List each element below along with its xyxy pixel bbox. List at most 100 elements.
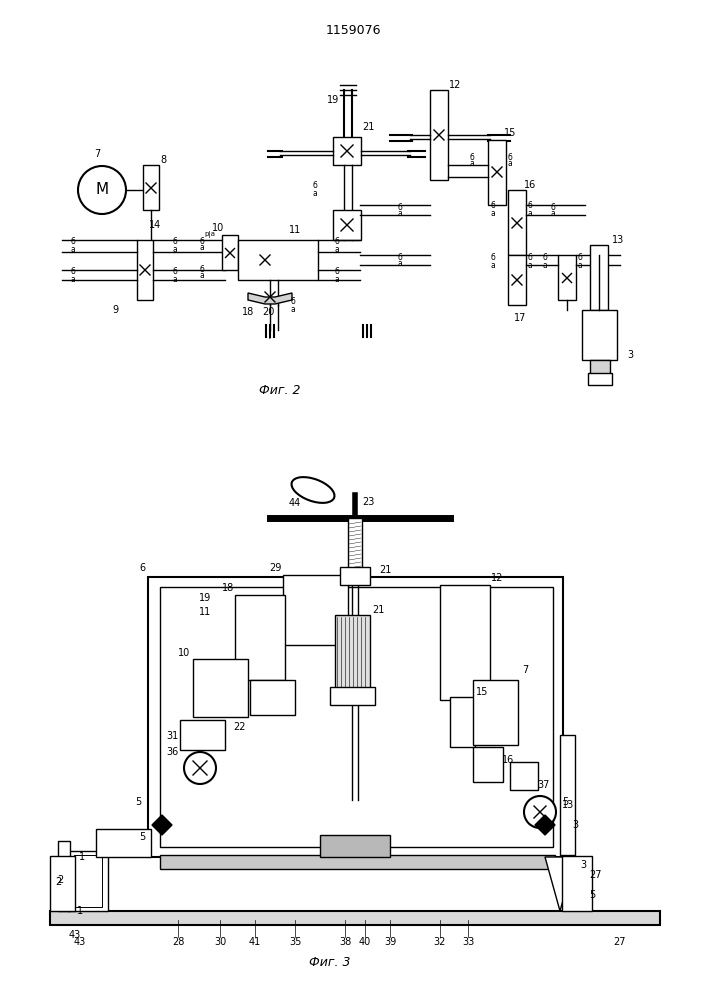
Text: 37: 37 bbox=[537, 780, 549, 790]
Bar bbox=[560, 735, 575, 855]
Bar bbox=[430, 90, 448, 180]
Bar bbox=[562, 856, 592, 911]
Text: а: а bbox=[334, 244, 339, 253]
Text: а: а bbox=[199, 243, 204, 252]
Text: 32: 32 bbox=[434, 937, 446, 947]
Text: 21: 21 bbox=[379, 565, 391, 575]
Text: а: а bbox=[71, 244, 76, 253]
Text: а: а bbox=[578, 260, 583, 269]
Text: б: б bbox=[469, 152, 474, 161]
Text: б: б bbox=[491, 253, 496, 262]
Text: 5: 5 bbox=[589, 890, 595, 900]
Text: 3: 3 bbox=[580, 860, 586, 870]
Text: б: б bbox=[578, 253, 583, 262]
Text: ·: · bbox=[268, 334, 271, 344]
Text: 35: 35 bbox=[289, 937, 301, 947]
Text: а: а bbox=[71, 274, 76, 284]
Text: 22: 22 bbox=[234, 722, 246, 732]
Text: 20: 20 bbox=[262, 307, 274, 317]
Text: а: а bbox=[508, 159, 513, 168]
Ellipse shape bbox=[291, 477, 334, 503]
Text: а: а bbox=[491, 260, 496, 269]
Text: 2: 2 bbox=[55, 877, 61, 887]
Bar bbox=[320, 835, 390, 857]
Text: а: а bbox=[397, 209, 402, 218]
Bar bbox=[333, 210, 361, 240]
Bar bbox=[488, 140, 506, 205]
Text: 21: 21 bbox=[372, 605, 384, 615]
Text: 39: 39 bbox=[384, 937, 396, 947]
Text: б: б bbox=[491, 202, 496, 211]
Text: 3: 3 bbox=[572, 820, 578, 830]
Text: 40: 40 bbox=[359, 937, 371, 947]
Text: 3: 3 bbox=[627, 350, 633, 360]
Text: 11: 11 bbox=[289, 225, 301, 235]
Text: 6: 6 bbox=[139, 563, 145, 573]
Bar bbox=[238, 240, 318, 280]
Bar bbox=[473, 747, 503, 782]
Bar bbox=[330, 687, 375, 705]
Text: а: а bbox=[527, 260, 532, 269]
Text: 28: 28 bbox=[172, 937, 185, 947]
Bar bbox=[148, 577, 563, 857]
Text: 5: 5 bbox=[562, 797, 568, 807]
Bar bbox=[160, 587, 553, 847]
Text: 8: 8 bbox=[160, 155, 166, 165]
Text: б: б bbox=[199, 237, 204, 246]
Bar bbox=[143, 165, 159, 210]
Polygon shape bbox=[152, 815, 172, 835]
Text: а: а bbox=[551, 209, 556, 218]
Bar bbox=[68, 851, 108, 911]
Bar bbox=[348, 518, 362, 570]
Bar bbox=[193, 659, 248, 717]
Text: б: б bbox=[334, 267, 339, 276]
Polygon shape bbox=[535, 815, 555, 835]
Bar bbox=[335, 615, 370, 690]
Text: а: а bbox=[173, 244, 177, 253]
Text: М: М bbox=[95, 182, 109, 198]
Bar bbox=[508, 255, 526, 305]
Text: 5: 5 bbox=[135, 797, 141, 807]
Text: б: б bbox=[199, 265, 204, 274]
Text: 12: 12 bbox=[449, 80, 461, 90]
Bar bbox=[74, 855, 102, 907]
Text: 43: 43 bbox=[69, 930, 81, 940]
Text: 19: 19 bbox=[327, 95, 339, 105]
Text: 13: 13 bbox=[612, 235, 624, 245]
Text: б: б bbox=[397, 252, 402, 261]
Text: Фиг. 2: Фиг. 2 bbox=[259, 383, 300, 396]
Bar bbox=[50, 856, 75, 911]
Text: 16: 16 bbox=[502, 755, 514, 765]
Text: 7: 7 bbox=[522, 665, 528, 675]
Text: б: б bbox=[291, 298, 296, 306]
Bar bbox=[222, 235, 238, 270]
Text: а: а bbox=[397, 258, 402, 267]
Text: б: б bbox=[527, 202, 532, 211]
Text: б: б bbox=[543, 253, 547, 262]
Text: а: а bbox=[543, 260, 547, 269]
Text: 14: 14 bbox=[149, 220, 161, 230]
Text: б: б bbox=[397, 202, 402, 212]
Circle shape bbox=[524, 796, 556, 828]
Text: 27: 27 bbox=[589, 870, 601, 880]
Text: б: б bbox=[173, 237, 177, 246]
Text: 13: 13 bbox=[562, 800, 574, 810]
Text: 9: 9 bbox=[112, 305, 118, 315]
Text: б: б bbox=[71, 237, 76, 246]
Text: 1: 1 bbox=[77, 906, 83, 916]
Text: 27: 27 bbox=[614, 937, 626, 947]
Bar bbox=[180, 720, 225, 750]
Bar bbox=[50, 911, 660, 925]
Text: 41: 41 bbox=[249, 937, 261, 947]
Text: 15: 15 bbox=[504, 128, 516, 138]
Text: 12: 12 bbox=[491, 573, 503, 583]
Text: б: б bbox=[527, 253, 532, 262]
Text: 1159076: 1159076 bbox=[325, 23, 381, 36]
Text: 7: 7 bbox=[94, 149, 100, 159]
Circle shape bbox=[78, 166, 126, 214]
Text: 11: 11 bbox=[199, 607, 211, 617]
Bar bbox=[160, 855, 555, 869]
Bar bbox=[340, 567, 370, 585]
Text: 18: 18 bbox=[222, 583, 234, 593]
Bar bbox=[58, 841, 70, 911]
